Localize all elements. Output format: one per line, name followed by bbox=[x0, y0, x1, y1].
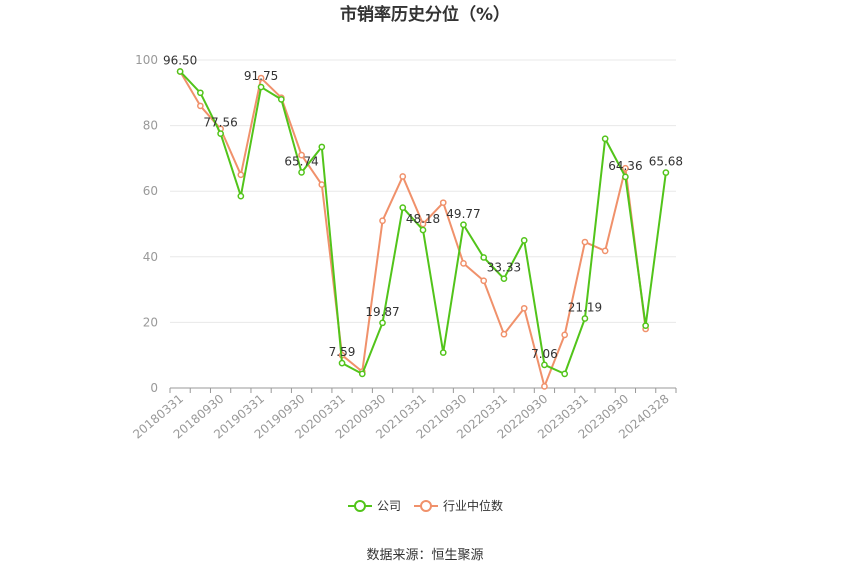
data-point bbox=[480, 254, 488, 261]
data-point bbox=[358, 370, 366, 378]
data-point bbox=[399, 204, 407, 211]
data-point bbox=[197, 102, 204, 110]
data-point bbox=[419, 220, 427, 228]
data-label: 21.19 bbox=[568, 300, 602, 314]
data-point bbox=[439, 349, 447, 356]
data-label: 65.74 bbox=[284, 154, 318, 168]
data-point bbox=[622, 173, 629, 181]
data-point bbox=[581, 238, 589, 246]
data-label: 96.50 bbox=[163, 53, 197, 67]
y-tick-label: 80 bbox=[143, 119, 158, 133]
data-point bbox=[399, 173, 407, 180]
y-tick-label: 0 bbox=[150, 381, 158, 395]
data-label: 19.87 bbox=[365, 305, 399, 319]
legend-marker bbox=[354, 500, 366, 512]
series-group bbox=[176, 68, 670, 390]
legend-item[interactable]: 行业中位数 bbox=[414, 498, 503, 513]
data-point bbox=[277, 96, 285, 103]
y-tick-label: 100 bbox=[135, 53, 158, 67]
y-tick-label: 20 bbox=[143, 315, 158, 329]
data-point bbox=[581, 315, 589, 322]
data-label: 7.06 bbox=[531, 347, 558, 361]
data-point bbox=[298, 169, 305, 176]
data-point bbox=[500, 330, 508, 338]
data-point bbox=[541, 383, 548, 390]
data-point bbox=[217, 130, 224, 137]
data-point bbox=[318, 181, 326, 188]
data-point bbox=[500, 275, 508, 283]
legend-label: 行业中位数 bbox=[443, 498, 503, 513]
data-point bbox=[298, 151, 305, 159]
data-point bbox=[520, 237, 528, 244]
data-point bbox=[662, 169, 670, 176]
series-line bbox=[179, 70, 647, 388]
data-point bbox=[419, 226, 427, 234]
legend-marker bbox=[420, 500, 432, 512]
data-label: 77.56 bbox=[203, 116, 237, 130]
data-point bbox=[379, 319, 386, 327]
data-label: 49.77 bbox=[446, 207, 480, 221]
data-label: 91.75 bbox=[244, 69, 278, 83]
data-labels: 96.50 77.56 91.75 65.74 7.59 19.87 48.18 49.77 3… bbox=[163, 53, 683, 360]
data-point bbox=[601, 135, 609, 143]
data-point bbox=[257, 83, 265, 91]
data-point bbox=[379, 217, 386, 225]
data-point bbox=[237, 192, 245, 200]
data-label: 64.36 bbox=[608, 159, 642, 173]
y-tick-label: 60 bbox=[143, 184, 158, 198]
data-point bbox=[460, 221, 467, 229]
data-point bbox=[176, 68, 184, 75]
chart-title: 市销率历史分位（%） bbox=[340, 4, 510, 25]
data-label: 65.68 bbox=[649, 155, 683, 169]
data-point bbox=[318, 143, 326, 151]
y-tick-label: 40 bbox=[143, 250, 158, 264]
data-point bbox=[480, 277, 488, 285]
data-point bbox=[520, 304, 528, 312]
legend[interactable]: 公司 行业中位数 bbox=[348, 498, 503, 513]
data-point bbox=[460, 260, 467, 267]
data-point bbox=[561, 370, 569, 378]
data-label: 48.18 bbox=[406, 212, 440, 226]
data-label: 33.33 bbox=[487, 261, 521, 275]
data-point bbox=[561, 331, 569, 339]
x-axis: 2018033120180930201903312019093020200331… bbox=[130, 387, 677, 442]
legend-item[interactable]: 公司 bbox=[348, 499, 401, 513]
y-axis: 0 20 40 60 80 100 bbox=[135, 53, 158, 395]
data-point bbox=[601, 247, 609, 255]
data-point bbox=[541, 361, 548, 369]
data-point bbox=[197, 89, 204, 97]
legend-label: 公司 bbox=[377, 499, 401, 513]
data-point bbox=[439, 199, 447, 207]
data-point bbox=[257, 74, 265, 82]
data-point bbox=[622, 164, 629, 172]
data-point bbox=[642, 322, 649, 330]
data-point bbox=[237, 171, 245, 179]
data-label: 7.59 bbox=[329, 345, 356, 359]
source-note: 数据来源：恒生聚源 bbox=[366, 548, 483, 563]
data-point bbox=[338, 359, 346, 367]
